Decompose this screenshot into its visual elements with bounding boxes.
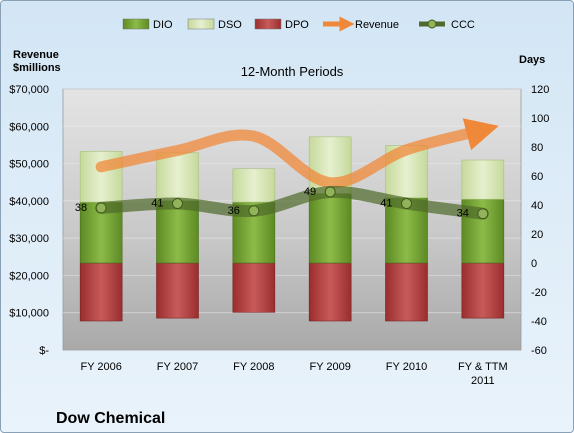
category-label: FY & TTM [458, 361, 508, 373]
right-tick-label: -20 [531, 287, 547, 299]
left-axis-label-line-2: $millions [13, 62, 61, 74]
right-tick-label: 80 [531, 142, 543, 154]
dso-bar [156, 152, 199, 201]
dso-bar [461, 159, 505, 200]
dpo-bar [308, 262, 352, 322]
dio-bar [156, 200, 199, 264]
legend-label: CCC [451, 19, 475, 31]
dpo-bar [461, 262, 505, 319]
dpo-bar [385, 262, 428, 322]
ccc-data-label: 38 [75, 202, 87, 214]
axes: $- $10,000 $20,000 $30,000 $40,000 $50,000 $60… [9, 84, 549, 387]
right-tick-label: 120 [531, 84, 549, 96]
right-tick-label: 0 [531, 258, 537, 270]
ccc-point [95, 202, 107, 214]
left-tick-label: $20,000 [9, 270, 49, 282]
left-tick-label: $50,000 [9, 159, 49, 171]
legend-ccc-marker [427, 19, 437, 29]
dpo-bar [79, 262, 123, 322]
left-tick-label: $10,000 [9, 308, 49, 320]
legend-label: Revenue [355, 19, 399, 31]
ccc-point [401, 198, 412, 210]
category-label: FY 2007 [157, 361, 198, 373]
dio-bar [308, 193, 352, 264]
legend-dso-swatch [187, 18, 215, 30]
ccc-data-label: 36 [228, 205, 240, 217]
legend-dpo-swatch [254, 18, 282, 30]
legend-label: DSO [218, 19, 242, 31]
ccc-data-label: 41 [151, 198, 163, 210]
left-tick-label: $70,000 [9, 84, 49, 96]
ccc-line [95, 185, 489, 220]
legend-label: DPO [285, 19, 309, 31]
right-tick-label: 60 [531, 171, 543, 183]
left-tick-label: $- [39, 345, 49, 357]
category-label: FY 2006 [80, 361, 121, 373]
right-tick-label: 40 [531, 200, 543, 212]
right-tick-label: 20 [531, 229, 543, 241]
ccc-data-label: 41 [380, 198, 392, 210]
company-name: Dow Chemical [56, 410, 165, 427]
chart-title: 12-Month Periods [241, 64, 344, 79]
right-axis-label: Days [519, 54, 545, 66]
ccc-point [248, 205, 260, 217]
right-tick-label: -40 [531, 316, 547, 328]
plot-area [62, 88, 522, 351]
category-label: 2011 [471, 375, 495, 387]
dpo-bar [232, 262, 276, 313]
left-axis-label-line-1: Revenue [13, 49, 59, 61]
category-label: FY 2008 [233, 361, 274, 373]
revenue-line [95, 118, 499, 189]
ccc-point [172, 198, 183, 210]
ccc-point [477, 208, 489, 220]
dso-bar [232, 168, 276, 203]
ccc-point [324, 186, 336, 198]
right-tick-label: -60 [531, 345, 547, 357]
legend: DIO DSO DPO Revenue CCC [122, 16, 475, 32]
category-label: FY 2010 [386, 361, 427, 373]
line-series [95, 118, 499, 220]
left-tick-label: $60,000 [9, 121, 49, 133]
ccc-data-label: 49 [304, 186, 316, 198]
legend-dio-swatch [122, 18, 150, 30]
legend-label: DIO [153, 19, 173, 31]
category-label: FY 2009 [309, 361, 350, 373]
right-tick-label: 100 [531, 113, 549, 125]
data-labels: 38 41 36 49 41 34 [75, 186, 469, 220]
left-tick-label: $40,000 [9, 196, 49, 208]
dpo-bar [156, 262, 199, 319]
ccc-data-label: 34 [457, 208, 469, 220]
left-tick-label: $30,000 [9, 233, 49, 245]
